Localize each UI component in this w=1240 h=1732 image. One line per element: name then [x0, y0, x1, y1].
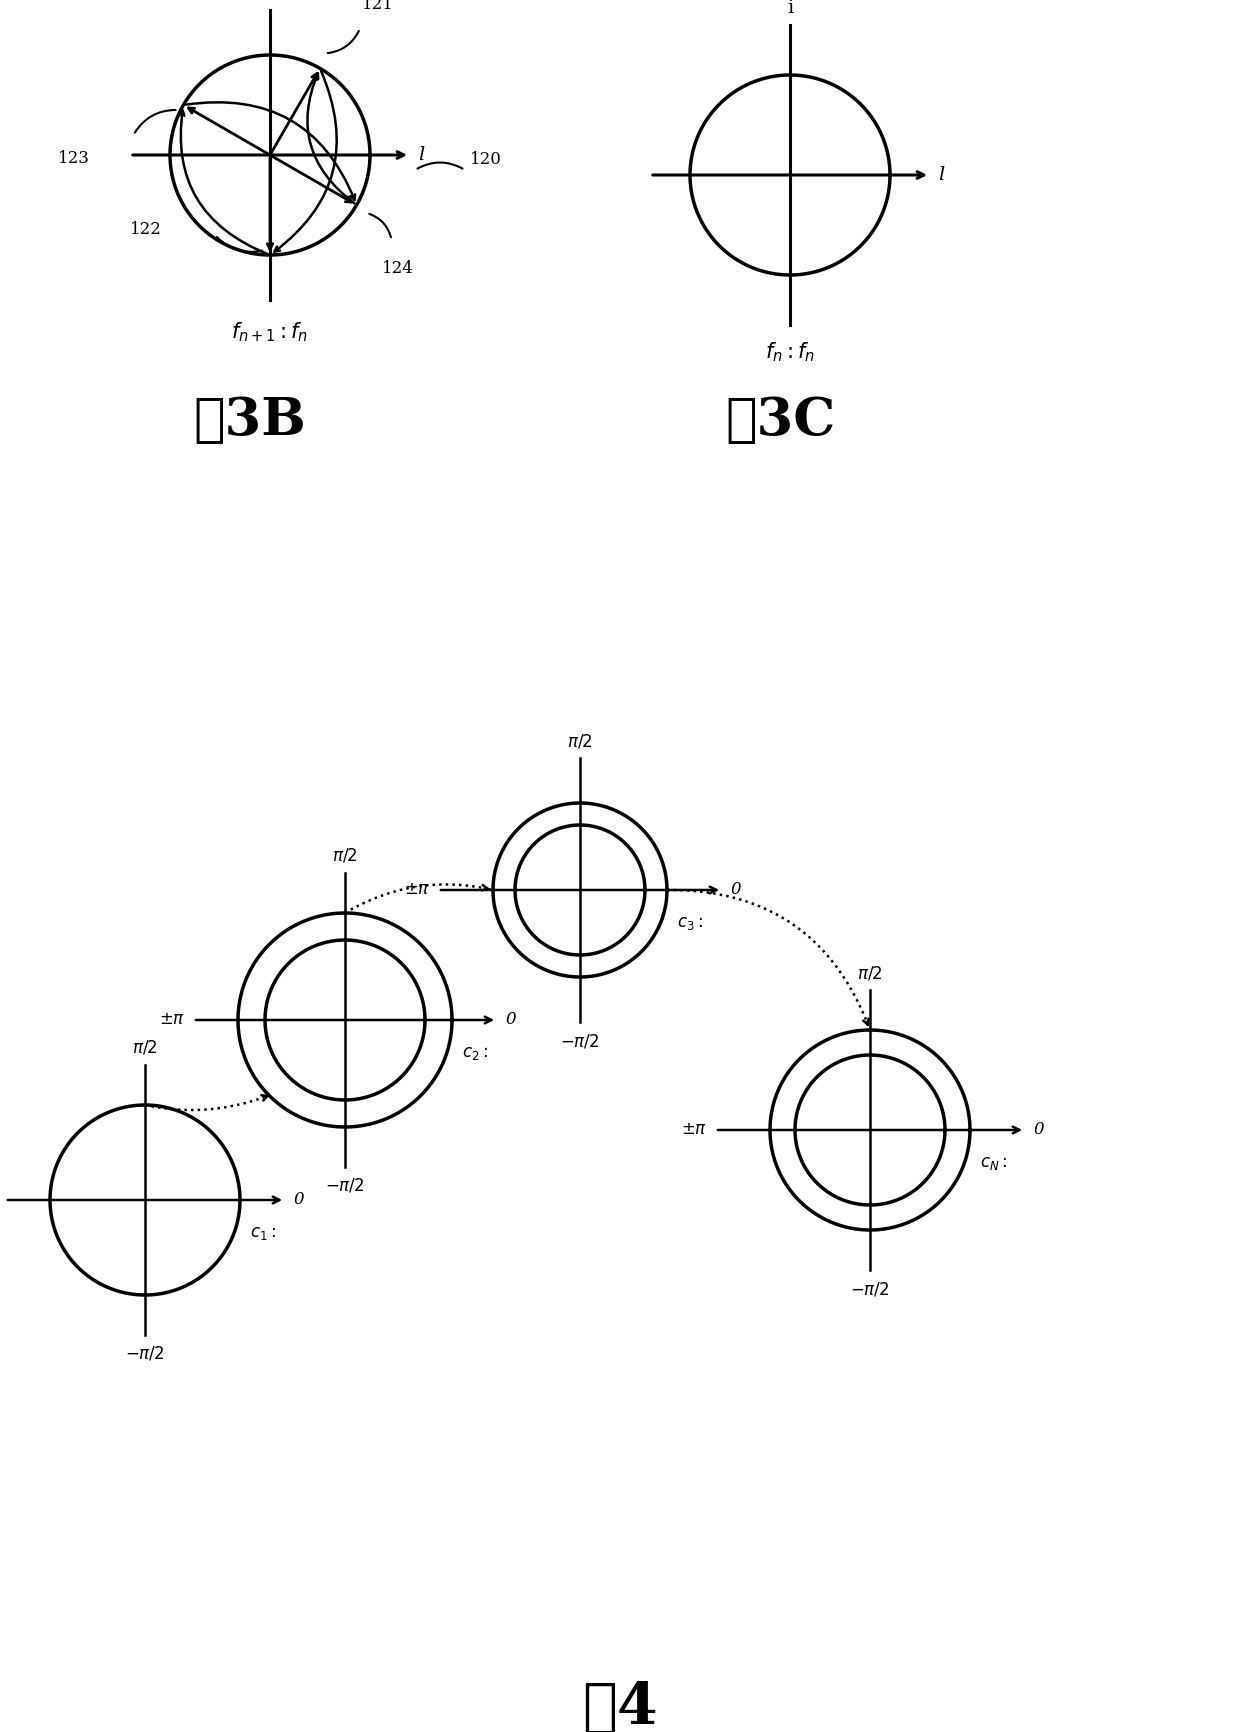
Text: $\pi/2$: $\pi/2$: [332, 847, 358, 864]
Text: 0: 0: [505, 1011, 516, 1029]
Text: $c_N:$: $c_N:$: [980, 1155, 1007, 1173]
Text: $-\pi/2$: $-\pi/2$: [851, 1280, 890, 1297]
Text: l: l: [418, 145, 424, 165]
Text: 图3B: 图3B: [193, 395, 306, 447]
Text: 图4: 图4: [583, 1680, 657, 1732]
Text: $\pm\pi$: $\pm\pi$: [404, 882, 430, 899]
Text: $c_2:$: $c_2:$: [463, 1044, 489, 1062]
Text: 0: 0: [730, 882, 740, 899]
Text: $-\pi/2$: $-\pi/2$: [325, 1178, 365, 1195]
Text: $\pm\pi$: $\pm\pi$: [159, 1011, 185, 1029]
Text: 123: 123: [58, 151, 91, 166]
Text: $c_1:$: $c_1:$: [250, 1225, 277, 1242]
Text: 120: 120: [470, 151, 502, 168]
Text: 121: 121: [362, 0, 394, 14]
Text: i: i: [267, 0, 273, 2]
Text: 图3C: 图3C: [725, 395, 835, 447]
Text: 122: 122: [130, 222, 162, 239]
Text: 0: 0: [293, 1192, 304, 1209]
Text: l: l: [937, 166, 944, 184]
Text: $\pi/2$: $\pi/2$: [131, 1039, 157, 1057]
Text: 124: 124: [382, 260, 413, 277]
Text: 0: 0: [1033, 1122, 1044, 1138]
Text: i: i: [787, 0, 794, 17]
Text: $\pi/2$: $\pi/2$: [857, 965, 883, 982]
Text: $f_n:f_n$: $f_n:f_n$: [765, 339, 815, 364]
Text: $f_{n+1}:f_n$: $f_{n+1}:f_n$: [232, 320, 309, 343]
Text: $c_3:$: $c_3:$: [677, 914, 703, 932]
Text: $-\pi/2$: $-\pi/2$: [560, 1032, 600, 1050]
Text: $\pi/2$: $\pi/2$: [567, 733, 593, 750]
Text: $-\pi/2$: $-\pi/2$: [125, 1346, 165, 1363]
Text: $\pm\pi$: $\pm\pi$: [681, 1122, 707, 1138]
